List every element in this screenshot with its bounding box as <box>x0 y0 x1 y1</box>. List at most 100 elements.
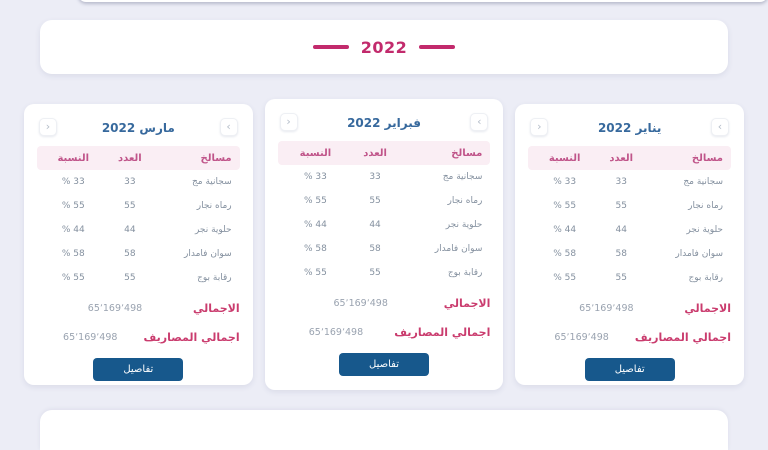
table-row: حلوية نجر 44 44 % <box>37 218 240 242</box>
table-row: حلوية نجر 44 44 % <box>278 213 491 237</box>
row-label: سجانية مج <box>191 177 232 187</box>
column-header-percent: النسبة <box>57 152 90 164</box>
next-month-button[interactable]: › <box>219 118 238 136</box>
column-header-name: مسالخ <box>691 152 723 164</box>
previous-section-edge <box>78 0 768 2</box>
table-row: رماه نجار 55 55 % <box>528 194 731 218</box>
row-label: رقابة بوج <box>197 273 232 283</box>
row-count: 44 <box>124 225 136 235</box>
year-label: 2022 <box>360 37 408 57</box>
total-value: 65٬169٬498 <box>333 297 388 309</box>
month-title: مارس 2022 <box>101 121 175 135</box>
row-percent: 55 % <box>61 201 85 211</box>
total-label: الاجمالي <box>192 301 240 315</box>
column-header-percent: النسبة <box>299 147 332 159</box>
row-count: 44 <box>615 225 627 235</box>
expenses-label: اجمالي المصاريف <box>634 330 731 344</box>
row-label: حلوية نجر <box>686 225 723 235</box>
row-percent: 44 % <box>304 220 327 230</box>
expenses-label: اجمالي المصاريف <box>394 325 491 339</box>
column-header-name: مسالخ <box>200 152 232 164</box>
row-percent: 58 % <box>553 249 577 259</box>
details-button[interactable]: تفاصيل <box>93 358 184 381</box>
row-percent: 33 % <box>553 177 577 187</box>
row-label: حلوية نجر <box>445 220 483 230</box>
prev-month-button[interactable]: ‹ <box>39 118 57 136</box>
row-count: 55 <box>124 201 136 211</box>
next-month-button[interactable]: › <box>711 118 729 136</box>
table-row: رقابة بوج 55 55 % <box>278 261 491 285</box>
row-label: رقابة بوج <box>688 273 723 283</box>
total-label: الاجمالي <box>684 301 731 315</box>
row-percent: 33 % <box>61 177 85 187</box>
column-header-count: العدد <box>609 152 634 164</box>
card-header: › مارس 2022 ‹ <box>37 116 240 140</box>
details-button[interactable]: تفاصيل <box>584 358 675 381</box>
table-row: رقابة بوج 55 55 % <box>37 266 240 290</box>
expenses-line: اجمالي المصاريف 65٬169٬498 <box>528 327 731 347</box>
row-label: رماه نجار <box>688 201 723 211</box>
table-header-row: مسالخ العدد النسبة <box>528 146 731 170</box>
total-value: 65٬169٬498 <box>87 302 143 314</box>
row-count: 55 <box>124 273 136 283</box>
total-line: الاجمالي 65٬169٬498 <box>528 298 731 318</box>
expenses-line: اجمالي المصاريف 65٬169٬498 <box>278 322 491 342</box>
row-percent: 58 % <box>304 244 327 254</box>
row-label: رقابة بوج <box>447 268 483 278</box>
banner-line-left <box>312 45 349 49</box>
column-header-name: مسالخ <box>451 147 483 159</box>
row-count: 55 <box>369 268 381 278</box>
table-row: حلوية نجر 44 44 % <box>528 218 731 242</box>
banner-line-right <box>419 45 456 49</box>
row-label: سجانية مج <box>442 172 483 182</box>
month-title: يناير 2022 <box>597 121 662 135</box>
table-row: رماه نجار 55 55 % <box>278 189 491 213</box>
row-percent: 55 % <box>304 268 327 278</box>
expenses-value: 65٬169٬498 <box>308 326 364 338</box>
expenses-label: اجمالي المصاريف <box>143 330 240 344</box>
row-percent: 55 % <box>61 273 85 283</box>
month-card-march: › مارس 2022 ‹ مسالخ العدد النسبة سجانية … <box>24 104 253 385</box>
row-label: سوان فامدار <box>434 244 483 254</box>
row-count: 55 <box>369 196 381 206</box>
table-row: رماه نجار 55 55 % <box>37 194 240 218</box>
row-label: رماه نجار <box>447 196 483 206</box>
month-card-january: › يناير 2022 ‹ مسالخ العدد النسبة سجانية… <box>515 104 744 385</box>
prev-month-button[interactable]: ‹ <box>279 113 298 131</box>
row-percent: 44 % <box>553 225 577 235</box>
total-label: الاجمالي <box>443 296 491 310</box>
next-month-button[interactable]: › <box>470 113 489 131</box>
details-button[interactable]: تفاصيل <box>339 353 429 376</box>
row-count: 55 <box>615 273 627 283</box>
row-percent: 58 % <box>61 249 85 259</box>
table-row: رقابة بوج 55 55 % <box>528 266 731 290</box>
year-banner: 2022 <box>40 20 728 74</box>
column-header-count: العدد <box>363 147 387 159</box>
row-count: 44 <box>369 220 381 230</box>
total-line: الاجمالي 65٬169٬498 <box>37 298 240 318</box>
table-row: سجانية مج 33 33 % <box>278 165 491 189</box>
table-row: سوان فامدار 58 58 % <box>528 242 731 266</box>
table-row: سجانية مج 33 33 % <box>528 170 731 194</box>
table-header-row: مسالخ العدد النسبة <box>37 146 240 170</box>
card-header: › يناير 2022 ‹ <box>528 116 731 140</box>
row-count: 58 <box>369 244 381 254</box>
month-card-february: › فبراير 2022 ‹ مسالخ العدد النسبة سجاني… <box>264 99 504 390</box>
table-row: سجانية مج 33 33 % <box>37 170 240 194</box>
prev-month-button[interactable]: ‹ <box>530 118 549 136</box>
expenses-line: اجمالي المصاريف 65٬169٬498 <box>37 327 240 347</box>
month-cards-row: › يناير 2022 ‹ مسالخ العدد النسبة سجانية… <box>24 99 744 390</box>
row-percent: 55 % <box>553 273 577 283</box>
row-label: رماه نجار <box>196 201 232 211</box>
column-header-percent: النسبة <box>548 152 581 164</box>
next-section-card <box>40 410 728 450</box>
row-percent: 55 % <box>553 201 577 211</box>
expenses-value: 65٬169٬498 <box>63 331 118 343</box>
row-percent: 44 % <box>61 225 85 235</box>
row-label: سوان فامدار <box>184 249 232 259</box>
row-count: 33 <box>124 177 136 187</box>
row-label: سوان فامدار <box>675 249 723 259</box>
row-percent: 55 % <box>304 196 327 206</box>
row-label: سجانية مج <box>683 177 723 187</box>
row-count: 33 <box>369 172 381 182</box>
